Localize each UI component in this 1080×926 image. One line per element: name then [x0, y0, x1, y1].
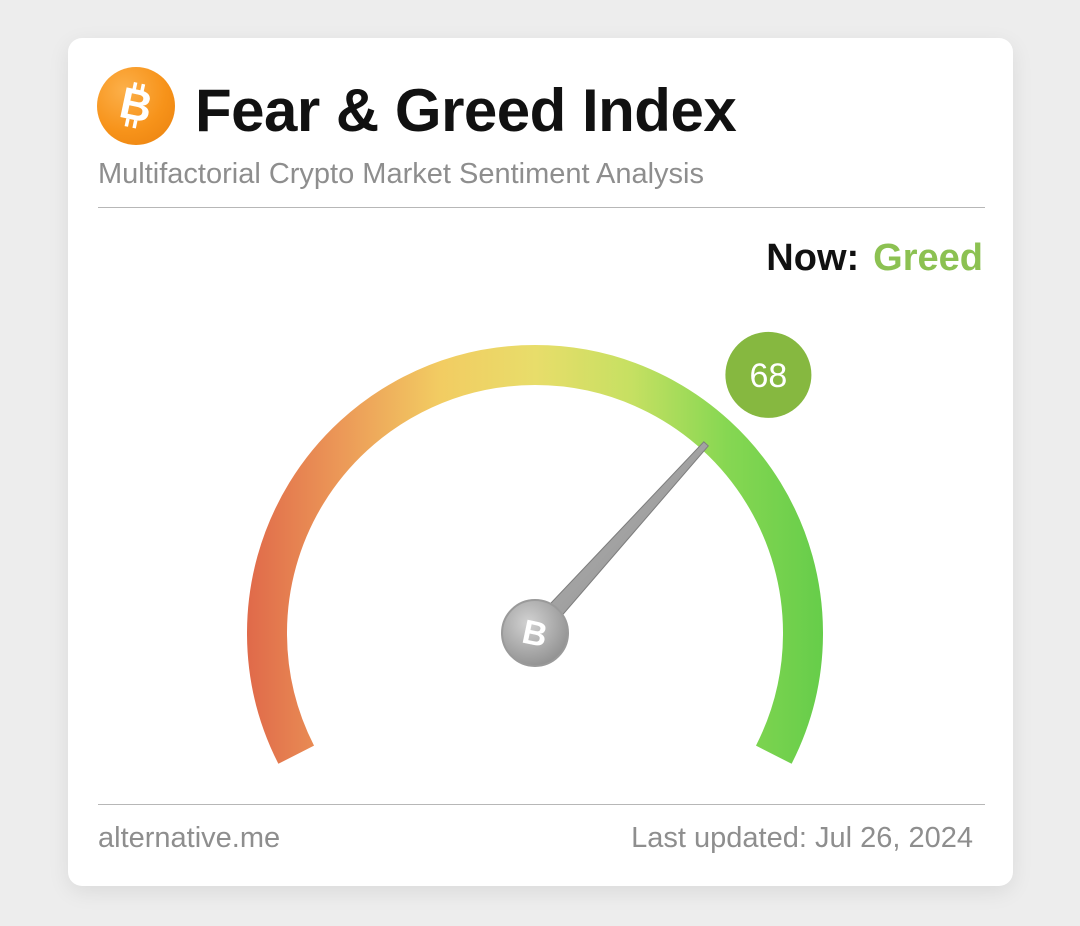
- page-title: Fear & Greed Index: [195, 77, 737, 144]
- gauge-arc: [247, 345, 823, 764]
- bitcoin-logo-icon: B: [97, 67, 175, 145]
- last-updated: Last updated: Jul 26, 2024: [631, 822, 973, 854]
- source-link[interactable]: alternative.me: [98, 822, 281, 854]
- footer-divider: [98, 804, 985, 805]
- gauge-needle: [527, 441, 709, 640]
- now-label: Now:: [766, 237, 860, 279]
- header-divider: [98, 207, 985, 208]
- svg-text:B: B: [519, 613, 551, 655]
- value-badge: 68: [725, 331, 812, 418]
- value-badge-label: 68: [749, 357, 787, 395]
- bitcoin-hub-icon: B: [501, 599, 569, 667]
- fear-greed-card: B Fear & Greed Index Multifactorial Cryp…: [68, 38, 1013, 886]
- current-sentiment: Now: Greed: [766, 234, 983, 282]
- now-value: Greed: [873, 237, 983, 279]
- page-subtitle: Multifactorial Crypto Market Sentiment A…: [98, 158, 704, 190]
